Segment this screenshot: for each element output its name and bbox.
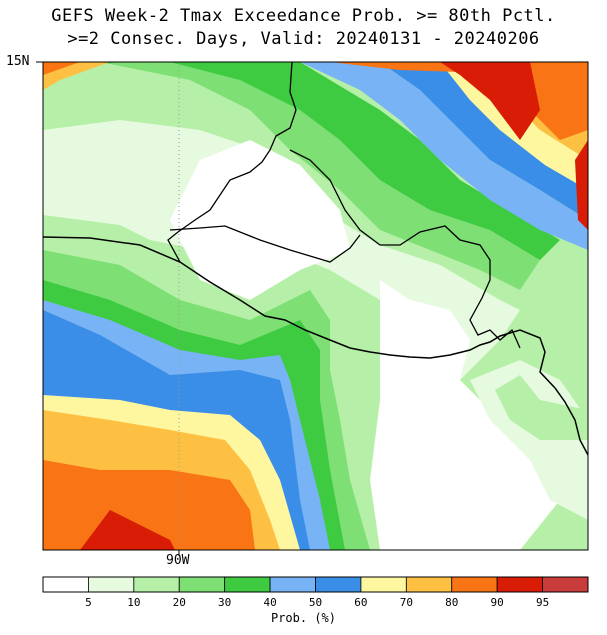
colorbar-swatch: [451, 576, 498, 593]
coastline-north: [43, 236, 588, 456]
prob-band-right-95: [575, 140, 588, 230]
prob-white-zone-north: [170, 140, 350, 300]
prob-band-top-50-60: [300, 62, 588, 250]
colorbar-tick-label: 30: [218, 596, 232, 609]
colorbar-frame: [42, 576, 589, 593]
colorbar-title: Prob. (%): [270, 611, 337, 625]
colorbar-tick-label: 80: [445, 596, 459, 609]
colorbar-swatch: [405, 576, 453, 593]
colorbar-tick-label: 40: [263, 596, 277, 609]
map-subtitle: >=2 Consec. Days, Valid: 20240131 - 2024…: [67, 29, 540, 49]
border-guatemala: [167, 62, 297, 263]
prob-band-top-60-70: [380, 62, 588, 220]
prob-white-zone-south: [370, 280, 560, 550]
colorbar-tick-label: 60: [354, 596, 368, 609]
colorbar-tick-label: 5: [85, 596, 92, 609]
colorbar-swatch: [224, 576, 271, 593]
colorbar-swatch: [315, 576, 362, 593]
colorbar-tick-label: 90: [490, 596, 504, 609]
lon-label: 90W: [166, 553, 190, 568]
map-frame: [42, 61, 589, 551]
map-title: GEFS Week-2 Tmax Exceedance Prob. >= 80t…: [51, 6, 556, 26]
prob-band-top-95: [440, 62, 540, 140]
colorbar-tick-label: 95: [535, 596, 550, 609]
colorbar-tick-label: 20: [172, 596, 186, 609]
prob-band-top-30-40: [43, 62, 540, 290]
colorbar-swatch: [133, 576, 180, 593]
colorbar-tick-label: 50: [308, 596, 323, 609]
border-honduras: [289, 149, 521, 349]
colorbar-swatch: [88, 576, 135, 593]
lat-label: 15N: [6, 54, 30, 69]
prob-band-top-40-50: [43, 62, 560, 260]
colorbar-swatch: [42, 576, 89, 593]
prob-light-zone-south: [470, 360, 588, 520]
prob-band-top-left-red: [43, 62, 80, 75]
colorbar-swatch: [269, 576, 316, 593]
colorbar-swatch: [178, 576, 226, 593]
colorbar-tick-label: 70: [399, 596, 413, 609]
colorbar-swatch: [542, 576, 589, 593]
prob-band-right-green: [495, 375, 588, 440]
prob-band-top-70-80: [300, 62, 588, 190]
prob-band-sw-95-plus: [80, 510, 175, 550]
colorbar-swatch: [360, 576, 407, 593]
colorbar-swatch: [496, 576, 543, 593]
colorbar-tick-label: 10: [127, 596, 141, 609]
border-el-salvador: [169, 225, 361, 263]
prob-band-sw-90-95: [43, 460, 255, 550]
